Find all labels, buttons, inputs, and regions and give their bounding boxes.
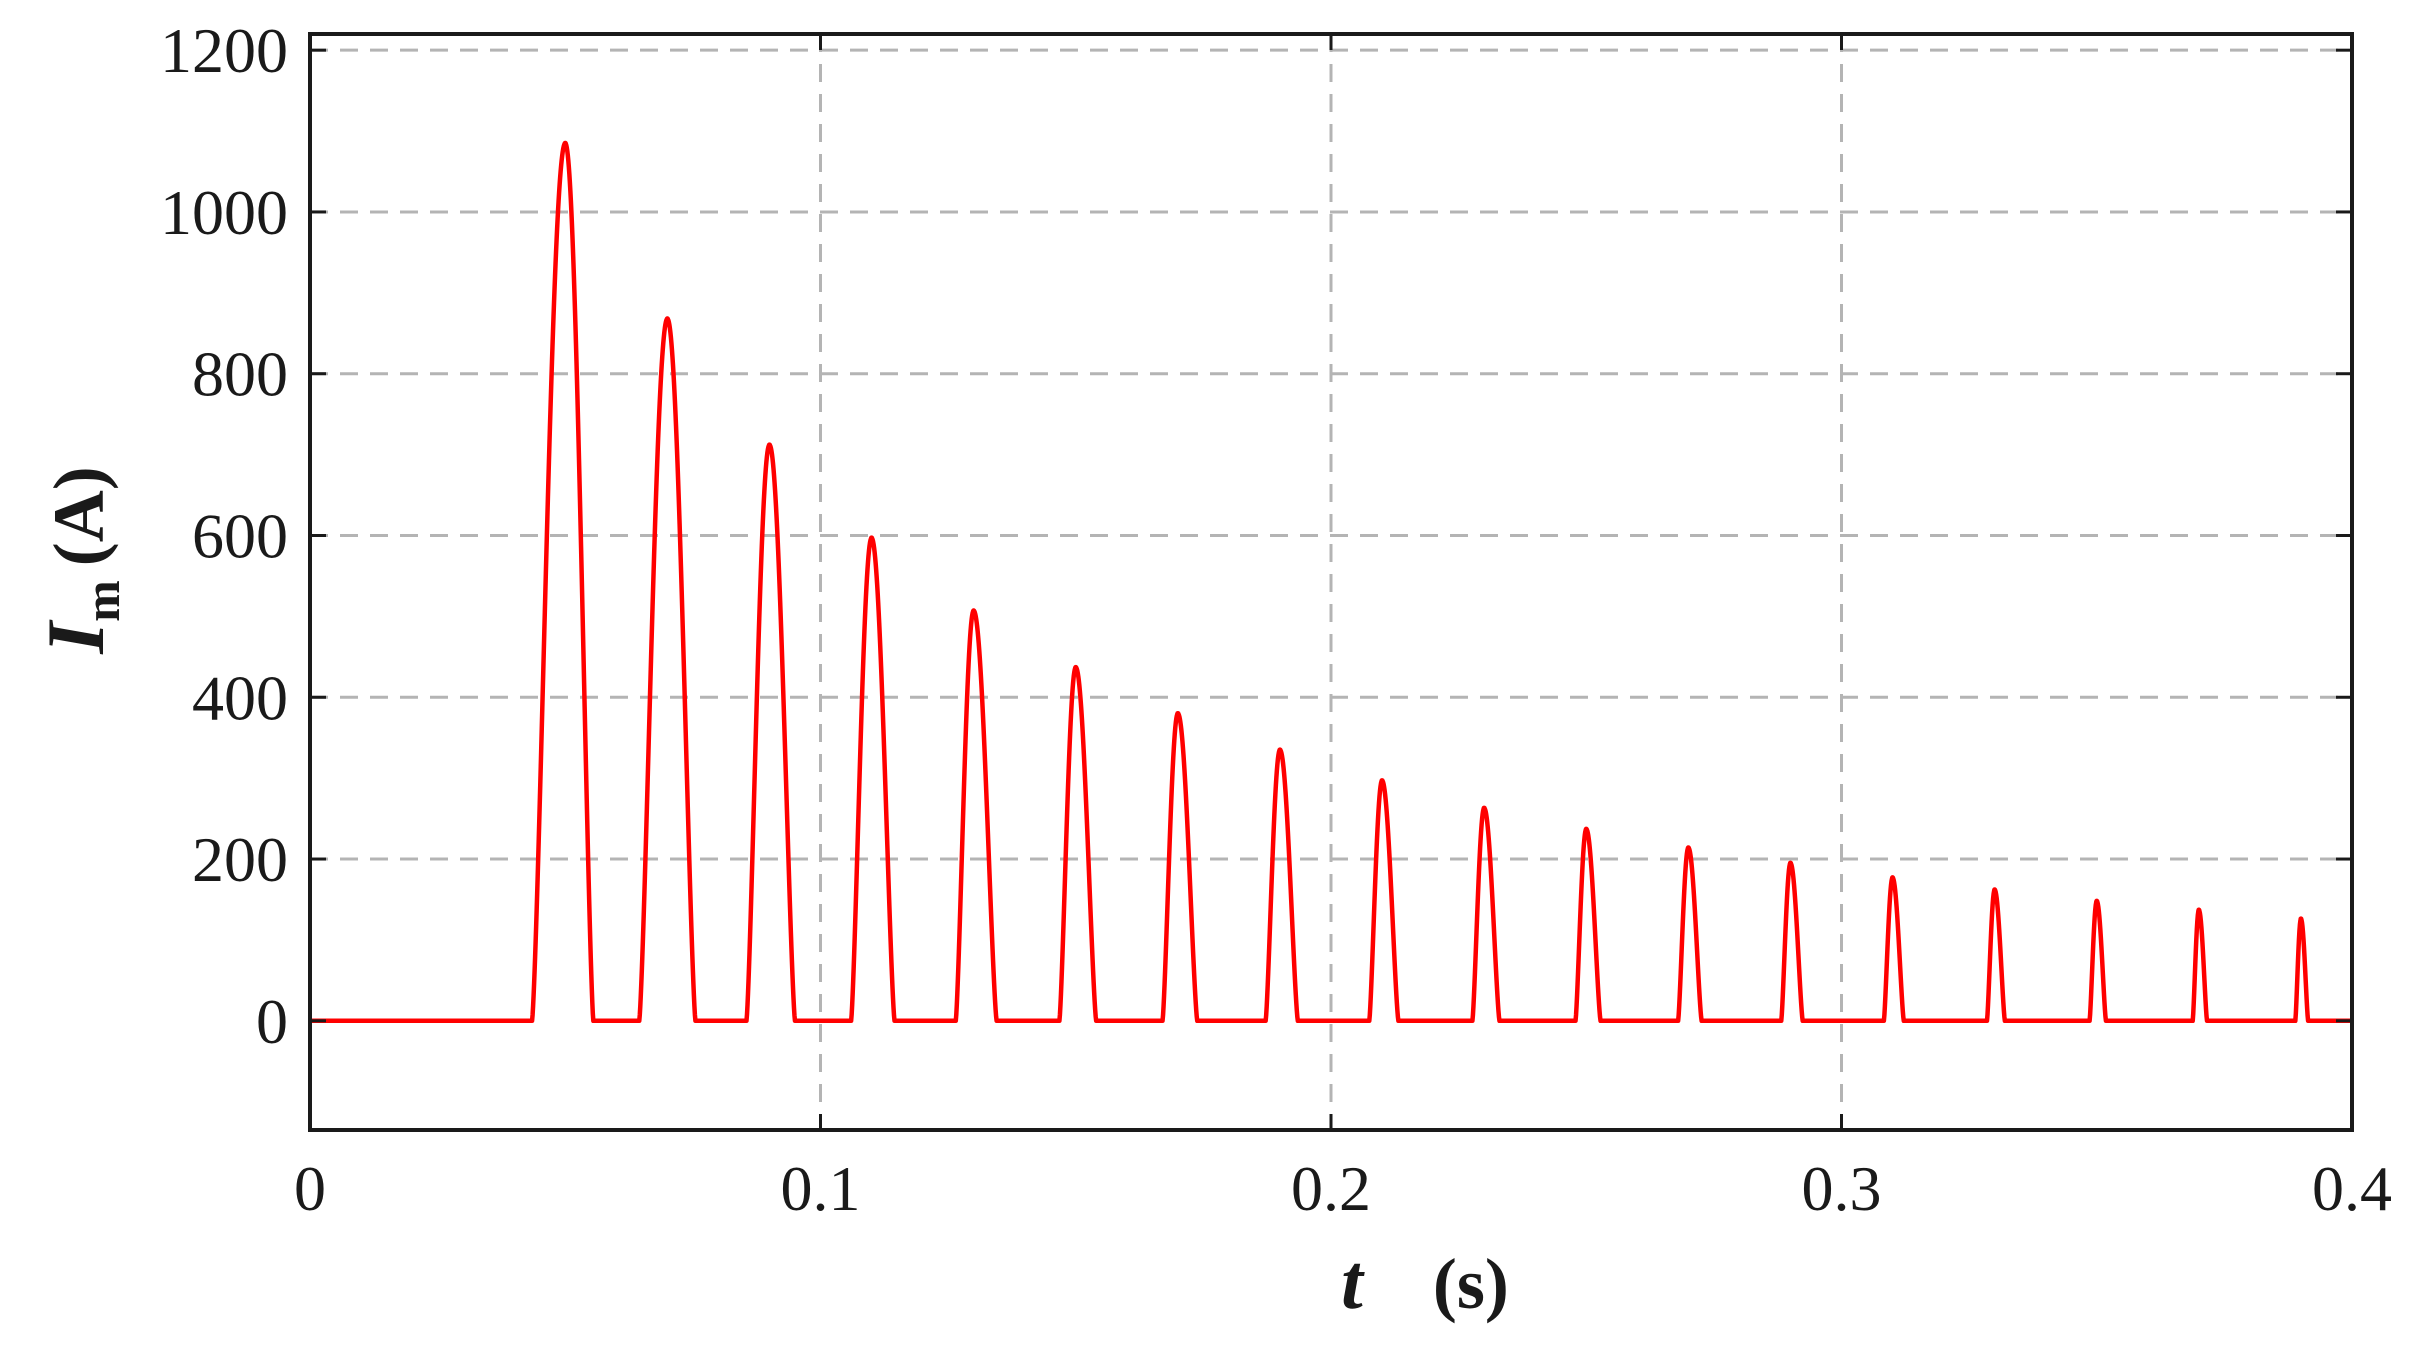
y-tick-labels: 0 200 400 600 800 1000 1200 <box>160 15 288 1057</box>
grid-lines <box>310 34 2352 1130</box>
y-tick-label: 1000 <box>160 177 288 248</box>
pulse-peak-point <box>766 442 772 448</box>
y-axis-label: Im (A) <box>30 466 130 655</box>
y-tick-label: 800 <box>192 339 288 410</box>
pulse-peak-point <box>1175 710 1181 716</box>
y-axis-subscript: m <box>74 580 130 622</box>
tick-marks <box>308 34 2354 1130</box>
y-tick-label: 1200 <box>160 15 288 86</box>
x-axis-label: t (s) <box>1341 1238 1509 1325</box>
series-line <box>308 140 2354 1024</box>
pulse-peak-point <box>2094 898 2100 904</box>
x-tick-label: 0.2 <box>1291 1153 1371 1224</box>
y-axis-unit: (A) <box>39 466 119 566</box>
x-tick-label: 0 <box>294 1153 326 1224</box>
pulse-peak-point <box>1992 887 1998 893</box>
pulse-peak-point <box>1379 778 1385 784</box>
x-axis-unit: (s) <box>1433 1244 1509 1324</box>
pulse-peak-point <box>1890 875 1896 881</box>
pulse-peak-point <box>1685 845 1691 851</box>
pulse-peak-point <box>664 316 670 322</box>
y-tick-label: 400 <box>192 662 288 733</box>
pulse-peak-point <box>1277 747 1283 753</box>
pulse-peak-point <box>1583 826 1589 832</box>
pulse-peak-point <box>1073 664 1079 670</box>
x-tick-label: 0.3 <box>1802 1153 1882 1224</box>
y-tick-label: 200 <box>192 824 288 895</box>
x-tick-label: 0.4 <box>2312 1153 2392 1224</box>
x-tick-label: 0.1 <box>781 1153 861 1224</box>
y-axis-symbol: I <box>30 619 121 655</box>
pulse-peak-point <box>2196 907 2202 913</box>
pulse-peak-point <box>562 140 568 146</box>
pulse-peak-point <box>1787 860 1793 866</box>
x-tick-labels: 0 0.1 0.2 0.3 0.4 <box>294 1153 2392 1224</box>
y-tick-label: 0 <box>256 986 288 1057</box>
pulse-peak-point <box>2298 916 2304 922</box>
pulse-peak-point <box>869 535 875 541</box>
pulse-peak-point <box>1481 805 1487 811</box>
y-tick-label: 600 <box>192 500 288 571</box>
series-layer <box>308 140 2354 1024</box>
x-axis-symbol: t <box>1341 1238 1365 1325</box>
pulse-peak-point <box>971 608 977 614</box>
